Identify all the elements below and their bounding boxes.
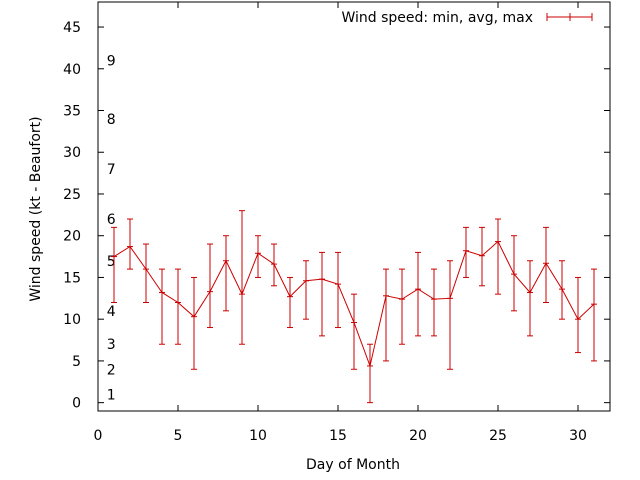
avg-point [191, 313, 197, 320]
avg-point [271, 261, 277, 268]
avg-point [319, 276, 325, 283]
plot-frame [97, 1, 611, 412]
avg-point [399, 296, 405, 303]
y-tick-label: 15 [63, 270, 81, 286]
avg-point [463, 247, 469, 254]
beaufort-label: 9 [107, 53, 116, 69]
avg-point [527, 289, 533, 296]
avg-point [559, 286, 565, 293]
avg-point [335, 281, 341, 288]
x-tick-label: 0 [94, 428, 103, 444]
avg-point [111, 253, 117, 260]
avg-point [431, 296, 437, 303]
beaufort-label: 5 [107, 254, 116, 270]
x-tick-label: 20 [409, 428, 427, 444]
avg-point [287, 293, 293, 300]
x-tick-label: 10 [249, 428, 267, 444]
avg-point [351, 319, 357, 326]
avg-point [223, 257, 229, 264]
x-axis-title: Day of Month [306, 457, 400, 473]
avg-point [367, 362, 373, 369]
beaufort-label: 8 [107, 112, 116, 128]
x-axis-ticks: 0 5 10 15 20 25 30 [94, 2, 587, 444]
avg-point [495, 238, 501, 245]
y-tick-label: 35 [63, 104, 81, 120]
avg-point [159, 289, 165, 296]
beaufort-label: 2 [107, 362, 116, 378]
avg-point [479, 252, 485, 259]
y-tick-label: 0 [72, 396, 81, 412]
avg-point [239, 291, 245, 298]
beaufort-labels: 1 2 3 4 5 6 7 8 9 [107, 53, 116, 403]
beaufort-label: 7 [107, 162, 116, 178]
avg-point [591, 301, 597, 308]
x-tick-label: 5 [174, 428, 183, 444]
avg-point [543, 260, 549, 267]
avg-point [575, 316, 581, 323]
y-tick-label: 5 [72, 354, 81, 370]
y-tick-label: 40 [63, 62, 81, 78]
avg-point [511, 271, 517, 278]
y-tick-label: 25 [63, 187, 81, 203]
legend: Wind speed: min, avg, max [341, 10, 593, 26]
beaufort-label: 3 [107, 337, 116, 353]
y-axis-title: Wind speed (kt - Beaufort) [28, 116, 44, 301]
y-tick-label: 45 [63, 20, 81, 36]
series-layer [111, 210, 597, 404]
avg-point [447, 295, 453, 302]
y-tick-label: 30 [63, 145, 81, 161]
legend-label: Wind speed: min, avg, max [341, 10, 533, 26]
beaufort-label: 1 [107, 387, 116, 403]
avg-point [383, 292, 389, 299]
avg-point [127, 243, 133, 250]
avg-point [255, 250, 261, 257]
avg-point [303, 277, 309, 284]
beaufort-label: 4 [107, 304, 116, 320]
x-tick-label: 25 [489, 428, 507, 444]
y-tick-label: 20 [63, 229, 81, 245]
y-tick-label: 10 [63, 312, 81, 328]
plot-border [97, 1, 611, 412]
avg-point [143, 266, 149, 273]
avg-point [207, 288, 213, 295]
avg-point [175, 299, 181, 306]
beaufort-label: 6 [107, 212, 116, 228]
avg-point [415, 286, 421, 293]
x-tick-label: 30 [569, 428, 587, 444]
x-tick-label: 15 [329, 428, 347, 444]
